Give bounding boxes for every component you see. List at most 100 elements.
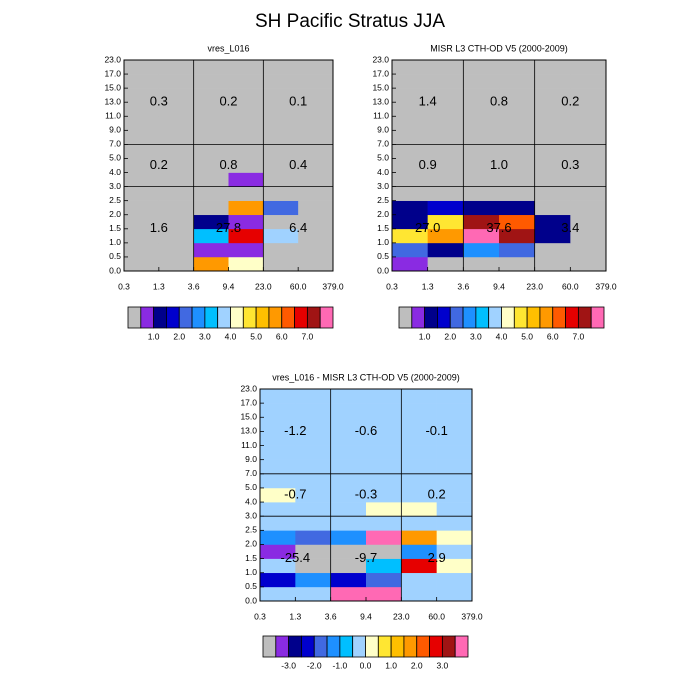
region-value: -0.3 bbox=[355, 486, 377, 501]
cell bbox=[295, 431, 331, 446]
cell bbox=[263, 88, 299, 103]
colorbar-swatch bbox=[127, 306, 142, 329]
cell bbox=[499, 256, 535, 272]
cell bbox=[570, 130, 607, 145]
cell bbox=[570, 144, 607, 159]
cell bbox=[392, 172, 428, 187]
cell bbox=[260, 544, 296, 559]
cell bbox=[366, 431, 402, 446]
y-tick-label: 9.0 bbox=[109, 125, 121, 135]
region-value: 2.9 bbox=[428, 550, 446, 565]
region-value: 27.8 bbox=[216, 220, 241, 235]
cell bbox=[263, 256, 299, 272]
cell bbox=[499, 102, 535, 117]
colorbar-swatch bbox=[178, 306, 193, 329]
colorbar-tick-label: 6.0 bbox=[547, 331, 559, 341]
cell bbox=[260, 445, 296, 460]
y-tick-label: 1.0 bbox=[109, 237, 121, 247]
cell bbox=[295, 403, 331, 418]
cell bbox=[366, 473, 402, 489]
y-tick-label: 1.5 bbox=[377, 223, 389, 233]
cell bbox=[427, 186, 464, 201]
colorbar-swatch bbox=[590, 306, 605, 329]
cell bbox=[298, 186, 334, 201]
colorbar-swatch bbox=[441, 635, 456, 658]
cell bbox=[228, 60, 264, 75]
colorbar-swatch bbox=[429, 635, 443, 658]
colorbar-tick-label: 2.0 bbox=[173, 331, 185, 341]
cell bbox=[392, 60, 428, 75]
cell bbox=[260, 431, 296, 446]
y-tick-label: 2.0 bbox=[377, 209, 389, 219]
cell bbox=[499, 214, 535, 230]
colorbar-swatch bbox=[166, 306, 180, 329]
colorbar-swatch bbox=[577, 306, 592, 329]
cell bbox=[228, 242, 264, 258]
cell bbox=[263, 60, 299, 75]
y-tick-label: 1.5 bbox=[109, 223, 121, 233]
cell bbox=[228, 144, 264, 159]
cell bbox=[298, 228, 334, 244]
colorbar-tick-label: 3.0 bbox=[199, 331, 211, 341]
y-tick-label: 0.5 bbox=[245, 581, 257, 591]
y-tick-label: 13.0 bbox=[104, 96, 121, 106]
cell bbox=[158, 116, 194, 131]
cell bbox=[436, 558, 473, 574]
y-tick-label: 23.0 bbox=[240, 383, 257, 393]
cell bbox=[298, 102, 334, 117]
cell bbox=[330, 431, 367, 446]
cell bbox=[436, 431, 473, 446]
cell bbox=[124, 144, 160, 159]
cell bbox=[427, 116, 464, 131]
cell bbox=[124, 130, 160, 145]
colorbar-tick-label: 1.0 bbox=[148, 331, 160, 341]
colorbar-swatch bbox=[416, 635, 430, 658]
cell bbox=[228, 102, 264, 117]
cell bbox=[366, 403, 402, 418]
cell bbox=[366, 389, 402, 404]
cell bbox=[401, 473, 437, 489]
y-tick-label: 15.0 bbox=[240, 412, 257, 422]
cell bbox=[124, 116, 160, 131]
cell bbox=[298, 200, 334, 216]
cell bbox=[463, 144, 500, 159]
colorbar-tick-label: 5.0 bbox=[521, 331, 533, 341]
region-value: -1.2 bbox=[284, 423, 306, 438]
cell bbox=[124, 256, 160, 272]
cell bbox=[260, 516, 296, 531]
cell bbox=[298, 256, 334, 272]
cell bbox=[158, 256, 194, 272]
cell bbox=[436, 389, 473, 404]
region-value: 0.4 bbox=[289, 157, 307, 172]
cell bbox=[193, 200, 229, 216]
cell bbox=[570, 200, 607, 216]
cell bbox=[392, 200, 428, 216]
y-tick-label: 3.0 bbox=[109, 181, 121, 191]
cell bbox=[401, 516, 437, 531]
figure-title: SH Pacific Stratus JJA bbox=[255, 11, 445, 32]
cell bbox=[193, 158, 229, 173]
y-tick-label: 2.5 bbox=[245, 525, 257, 535]
cell bbox=[401, 417, 437, 432]
cell bbox=[263, 144, 299, 159]
cell bbox=[228, 214, 264, 230]
cell bbox=[260, 586, 296, 602]
colorbar-swatch bbox=[488, 306, 502, 329]
y-tick-label: 4.0 bbox=[377, 167, 389, 177]
cell bbox=[463, 130, 500, 145]
cell bbox=[263, 116, 299, 131]
cell bbox=[330, 487, 367, 503]
y-tick-label: 11.0 bbox=[105, 111, 121, 121]
cell bbox=[366, 445, 402, 460]
colorbar-tick-label: 1.0 bbox=[419, 331, 431, 341]
cell bbox=[392, 228, 428, 244]
cell bbox=[298, 88, 334, 103]
cell bbox=[436, 572, 473, 588]
y-tick-label: 0.0 bbox=[109, 265, 121, 275]
x-tick-label: 1.3 bbox=[289, 611, 301, 621]
cell bbox=[463, 60, 500, 75]
y-tick-label: 17.0 bbox=[104, 68, 121, 78]
cell bbox=[228, 74, 264, 89]
cell bbox=[228, 130, 264, 145]
colorbar-tick-label: -1.0 bbox=[333, 660, 348, 670]
